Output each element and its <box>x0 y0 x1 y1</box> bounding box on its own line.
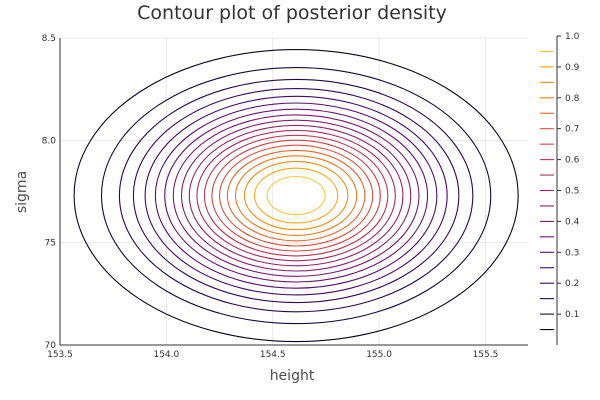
contour-line <box>211 139 381 252</box>
x-tick-label: 154.5 <box>260 350 286 360</box>
contour-line <box>144 95 448 296</box>
colorbar-tick-label: 0.3 <box>565 248 579 258</box>
colorbar-tick-label: 0.4 <box>565 217 580 227</box>
contour-line <box>218 144 374 247</box>
x-tick-label: 155.0 <box>366 350 392 360</box>
contour-line <box>132 88 460 304</box>
x-tick-label: 153.5 <box>47 350 73 360</box>
colorbar-tick-label: 0.8 <box>565 94 580 104</box>
x-tick-label: 155.5 <box>473 350 499 360</box>
contour-line <box>172 114 420 277</box>
axes <box>59 38 528 346</box>
y-axis-label: sigma <box>14 171 30 213</box>
x-tick-label: 154.0 <box>153 350 179 360</box>
contour-line <box>266 175 326 216</box>
x-axis-label: height <box>270 368 315 384</box>
colorbar-tick-label: 0.6 <box>565 156 580 166</box>
colorbar-tick-label: 0.1 <box>565 310 579 320</box>
y-tick-labels: 70 75 8.0 8.5 <box>42 34 57 351</box>
colorbar-tick-label: 0.5 <box>565 187 579 197</box>
colorbar-tick-label: 0.2 <box>565 279 579 289</box>
colorbar-tick-label: 0.9 <box>565 63 580 73</box>
contour-line <box>253 167 339 224</box>
y-tick-label: 8.5 <box>42 34 56 44</box>
contour-line <box>118 78 474 313</box>
x-tick-labels: 153.5 154.0 154.5 155.0 155.5 <box>47 350 498 360</box>
contour-line <box>243 161 349 231</box>
contour-line <box>226 149 366 242</box>
contour-line <box>188 124 404 267</box>
chart-title: Contour plot of posterior density <box>137 2 447 24</box>
y-tick-label: 70 <box>45 341 57 351</box>
contour-line <box>154 102 438 289</box>
contour-line <box>234 155 358 236</box>
y-tick-label: 75 <box>45 239 56 249</box>
contour-line <box>100 67 492 325</box>
colorbar: 0.1 0.2 0.3 0.4 0.5 0.6 0.7 0.8 0.9 1.0 <box>540 32 580 345</box>
colorbar-tick-label: 0.7 <box>565 125 579 135</box>
y-tick-label: 8.0 <box>42 136 57 146</box>
contour-line <box>164 108 429 283</box>
colorbar-tick-label: 1.0 <box>565 32 580 42</box>
contour-lines <box>73 49 519 343</box>
contour-line <box>203 134 389 257</box>
contour-line <box>196 129 396 262</box>
contour-line <box>73 49 519 343</box>
contour-line <box>180 119 412 272</box>
